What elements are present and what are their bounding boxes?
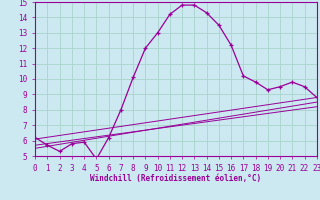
X-axis label: Windchill (Refroidissement éolien,°C): Windchill (Refroidissement éolien,°C) [91,174,261,183]
